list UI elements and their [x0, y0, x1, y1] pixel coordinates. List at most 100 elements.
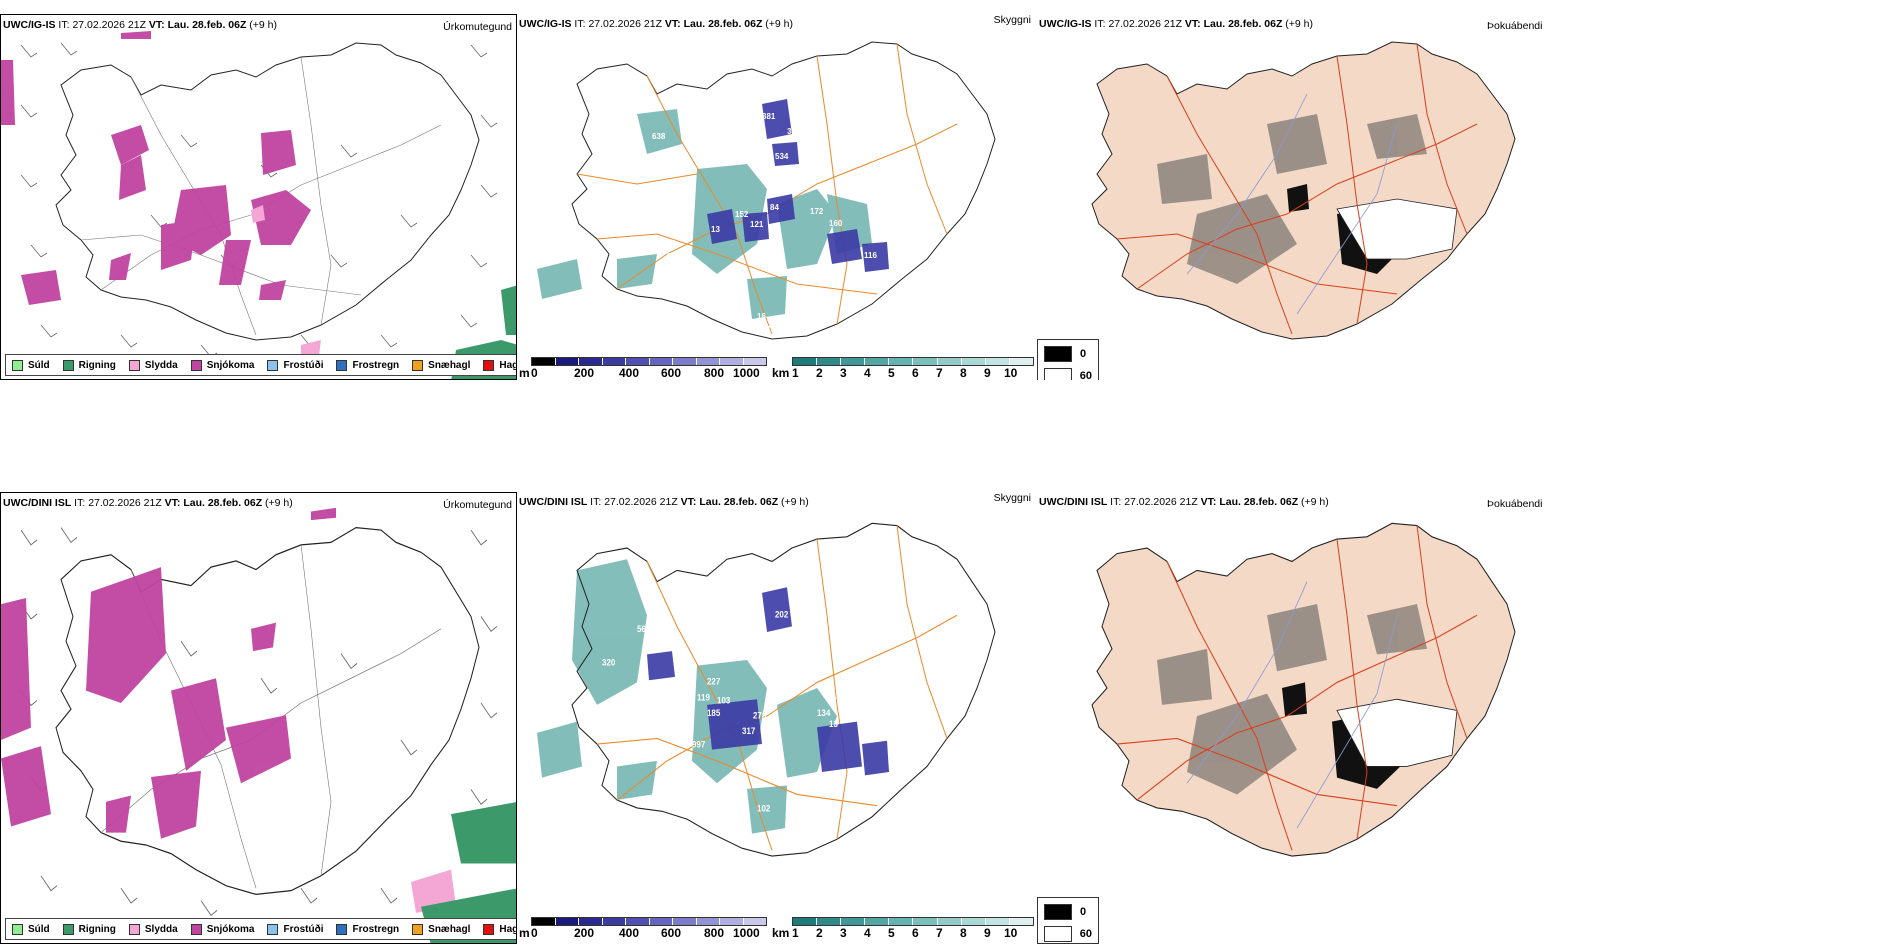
visibility-unit: km — [772, 366, 790, 380]
ceiling-label: 387 — [787, 127, 801, 136]
wind-barbs — [20, 527, 498, 917]
precip-legend-bottom: Súld Rigning Slydda Snjókoma Frostúði Fr… — [5, 918, 516, 940]
vt-label: VT: — [148, 19, 165, 31]
legend-item-sleet: Slydda — [128, 359, 178, 371]
lead-time: (+9 h) — [249, 19, 278, 31]
glacier-white — [1336, 198, 1458, 260]
ceiling-label: 381 — [762, 112, 776, 121]
ceiling-label: 134 — [817, 708, 831, 719]
ceiling-label: 185 — [707, 708, 721, 719]
legend-item-snow: Snjókoma — [190, 359, 254, 371]
fog-grey-field — [1157, 114, 1427, 284]
ceiling-label: 534 — [775, 152, 789, 161]
ceiling-label: 317 — [742, 726, 756, 737]
snow-areas — [1, 31, 311, 305]
ceiling-label: 13 — [711, 225, 720, 234]
legend-item-hail: Haglél — [483, 923, 516, 935]
ceiling-blue-areas — [707, 99, 889, 272]
iceland-outline — [55, 42, 480, 341]
fog-panel-bottom: UWC/DINI ISL IT: 27.02.2026 21Z VT: Lau.… — [1037, 492, 1900, 944]
visibility-title-top: Skyggni — [993, 14, 1031, 26]
legend-item-freezing-rain: Frostregn — [336, 923, 399, 935]
ceiling-label: 638 — [652, 132, 666, 141]
ceiling-label: 997 — [692, 739, 706, 750]
legend-item-snow-pellets: Snæhagl — [412, 359, 470, 371]
legend-item-rain: Rigning — [62, 923, 116, 935]
sleet-areas — [251, 205, 321, 357]
ceiling-label: 172 — [810, 207, 824, 216]
ceiling-label: 16 — [757, 312, 766, 321]
ceiling-label: 43 — [667, 239, 676, 248]
ceiling-label: 141 — [827, 691, 841, 702]
ceiling-label: 11 — [822, 252, 831, 261]
precip-title-top: Úrkomutegund — [443, 21, 512, 33]
legend-item-freezing-drizzle: Frostúði — [267, 923, 323, 935]
ceiling-label: 114 — [765, 674, 778, 685]
ceiling-label: 103 — [717, 695, 731, 706]
fog-grey-field — [1157, 604, 1427, 795]
fog-title-bottom: Þokuábendi — [1487, 498, 1543, 510]
ceiling-label: 13 — [829, 719, 838, 730]
fog-legend-item-0: 0 — [1044, 904, 1092, 920]
visibility-title-bottom: Skyggni — [993, 492, 1031, 504]
ceiling-label: 160 — [829, 219, 843, 228]
rivers — [1186, 581, 1398, 829]
ceiling-value-labels: 638 381 387 534 84 152 13 121 172 160 11… — [652, 112, 877, 334]
roads-red — [1116, 525, 1478, 851]
visibility-panel-bottom: 567 320 202 227 103 278 317 114 141 134 … — [517, 492, 1037, 944]
ceiling-label: 227 — [707, 676, 721, 687]
ceiling-label: 202 — [775, 609, 789, 620]
legend-item-hail: Haglél — [483, 359, 516, 371]
ceiling-label: 567 — [637, 624, 651, 635]
header-top-fog: UWC/IG-IS IT: 27.02.2026 21Z VT: Lau. 28… — [1039, 18, 1314, 30]
precip-map-top — [1, 31, 516, 379]
visibility-map-top: 638 381 387 534 84 152 13 121 172 160 11… — [537, 41, 996, 340]
fog-map-bottom — [1091, 522, 1516, 857]
precip-title-bottom: Úrkomutegund — [443, 499, 512, 511]
ceiling-label: 278 — [753, 710, 767, 721]
legend-item-snow: Snjókoma — [190, 923, 254, 935]
fog-title-top: Þokuábendi — [1487, 20, 1543, 32]
rivers — [1186, 93, 1398, 315]
legend-item-freezing-rain: Frostregn — [336, 359, 399, 371]
precip-panel-bottom: UWC/DINI ISL IT: 27.02.2026 21Z VT: Lau.… — [0, 492, 517, 944]
legend-item-sleet: Slydda — [128, 923, 178, 935]
fog-legend-item-0: 0 — [1044, 346, 1092, 362]
legend-item-snow-pellets: Snæhagl — [412, 923, 470, 935]
legend-item-drizzle: Súld — [12, 359, 50, 371]
ceiling-label: 84 — [770, 203, 779, 212]
iceland-outline — [571, 522, 996, 857]
ceiling-label: 134 — [864, 719, 878, 730]
iceland-outline — [571, 41, 996, 340]
ceiling-blue-areas — [647, 587, 889, 776]
fog-legend-item-60: 60 — [1044, 368, 1092, 380]
sleet-areas — [411, 869, 456, 913]
visibility-map-bottom: 567 320 202 227 103 278 317 114 141 134 … — [537, 522, 996, 857]
it-value: 27.02.2026 21Z — [72, 19, 146, 31]
precip-map-bottom — [1, 507, 516, 943]
ceiling-value-labels: 567 320 202 227 103 278 317 114 141 134 … — [602, 609, 878, 813]
roads-orange — [596, 525, 958, 851]
model-name: UWC/IG-IS — [3, 19, 56, 31]
visibility-panel-top: 638 381 387 534 84 152 13 121 172 160 11… — [517, 14, 1037, 380]
ceiling-label: 137 — [757, 325, 771, 334]
legend-item-drizzle: Súld — [12, 923, 50, 935]
teal-fog-field — [537, 559, 837, 834]
fog-panel-top: UWC/IG-IS IT: 27.02.2026 21Z VT: Lau. 28… — [1037, 14, 1900, 380]
it-label: IT: — [58, 19, 70, 31]
fog-legend-bottom: 0 60 — [1037, 897, 1099, 944]
ceiling-label: 320 — [602, 657, 616, 668]
fog-map-top — [1091, 41, 1516, 340]
ceiling-label: 335 — [667, 252, 681, 261]
header-top-precip: UWC/IG-IS IT: 27.02.2026 21Z VT: Lau. 28… — [3, 19, 277, 31]
ceiling-unit: m — [519, 366, 530, 380]
precip-panel-top: UWC/IG-IS IT: 27.02.2026 21Z VT: Lau. 28… — [0, 14, 517, 380]
fog-legend-top: 0 60 — [1037, 339, 1099, 380]
fog-legend-item-60: 60 — [1044, 926, 1092, 942]
snow-areas — [1, 507, 336, 839]
glacier-white — [1336, 698, 1458, 767]
ceiling-label: 152 — [735, 210, 749, 219]
header-bottom-precip: UWC/DINI ISL IT: 27.02.2026 21Z VT: Lau.… — [3, 497, 293, 509]
precip-legend-top: Súld Rigning Slydda Snjókoma Frostúði Fr… — [5, 354, 516, 376]
ceiling-label: 116 — [864, 251, 877, 260]
